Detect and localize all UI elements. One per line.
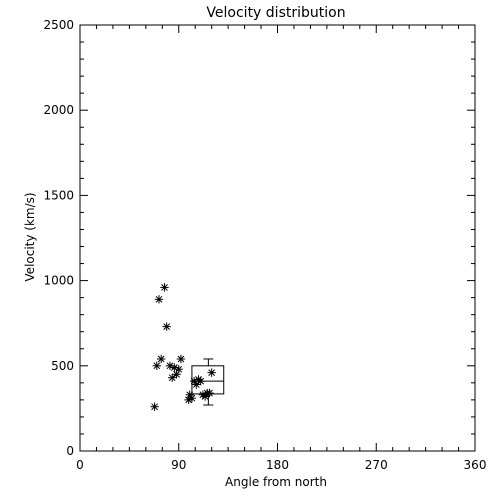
x-tick-label: 90	[171, 458, 186, 472]
x-axis-tick-labels: 0 90 180 270 360	[76, 458, 486, 472]
data-point	[207, 368, 216, 377]
x-tick-label: 180	[266, 458, 289, 472]
y-axis-ticks	[80, 24, 475, 452]
chart-title: Velocity distribution	[206, 5, 345, 21]
data-point	[150, 402, 159, 411]
x-axis-ticks	[79, 25, 476, 451]
data-points	[150, 283, 216, 411]
x-tick-label: 360	[464, 458, 487, 472]
y-tick-label: 1500	[43, 188, 74, 202]
y-tick-label: 2000	[43, 103, 74, 117]
data-point	[154, 295, 164, 304]
data-point	[196, 376, 205, 386]
y-tick-label: 500	[51, 359, 74, 373]
data-point	[187, 393, 197, 403]
y-tick-label: 1000	[43, 274, 74, 288]
data-point	[174, 365, 183, 374]
data-point	[152, 361, 162, 370]
data-point	[167, 373, 177, 382]
y-axis-tick-labels: 0 500 1000 1500 2000 2500	[43, 18, 74, 458]
x-tick-label: 270	[365, 458, 388, 472]
data-point	[205, 388, 214, 398]
x-axis-label: Angle from north	[225, 475, 327, 489]
y-tick-label: 2500	[43, 18, 74, 32]
x-tick-label: 0	[76, 458, 84, 472]
y-tick-label: 0	[66, 444, 74, 458]
y-axis-label: Velocity (km/s)	[23, 192, 37, 281]
data-point	[160, 283, 169, 292]
data-point	[156, 354, 166, 364]
data-point	[162, 322, 171, 331]
data-point	[176, 354, 186, 364]
